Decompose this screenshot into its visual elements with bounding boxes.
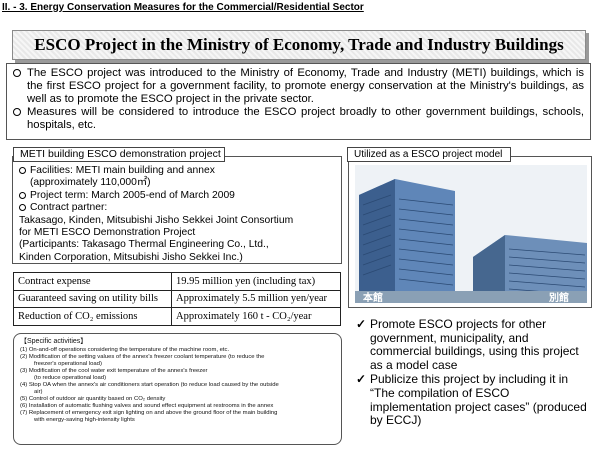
annex-caption: 別館: [549, 293, 569, 304]
intro-text: The ESCO project was introduced to the M…: [27, 67, 584, 105]
ground: [355, 291, 587, 303]
intro-box: The ESCO project was introduced to the M…: [6, 63, 591, 140]
demo-project-box: Facilities: METI main building and annex…: [12, 156, 342, 264]
specific-activities-box: 【Specific activities】 (1) On-and-off ope…: [13, 333, 342, 445]
intro-text: Measures will be considered to introduce…: [27, 106, 584, 131]
facilities-text: Facilities: METI main building and annex: [30, 165, 215, 176]
activity-line: (7) Replacement of emergency exit sign l…: [20, 410, 278, 416]
annex-building-side: [473, 235, 505, 303]
row-label: Guaranteed saving on utility bills: [13, 289, 172, 308]
project-term: Project term: March 2005-end of March 20…: [30, 189, 235, 201]
row-value: Approximately 5.5 million yen/year: [171, 289, 341, 308]
activity-line: (3) Modification of the cool water exit …: [20, 368, 208, 374]
model-photo-box: 本館 別館: [348, 156, 592, 308]
row-value: Approximately 160 t - CO₂/year: [171, 307, 341, 326]
activity-line: freezer's operational load): [34, 361, 102, 367]
demo-item: Contract partner:: [19, 202, 337, 214]
benefit-item: ✓ Publicize this project by including it…: [356, 373, 592, 427]
main-building-caption: 本館: [363, 293, 383, 304]
activity-line: air): [34, 389, 43, 395]
table-row: Reduction of CO₂ emissions Approximately…: [13, 307, 341, 326]
check-icon: ✓: [356, 372, 367, 387]
model-label: Utilized as a ESCO project model: [347, 147, 511, 162]
circle-bullet-icon: [19, 204, 26, 212]
partner-line: Kinden Corporation, Mitsubishi Jisho Sek…: [19, 251, 243, 263]
circle-bullet-icon: [19, 167, 26, 174]
partner-line: Takasago, Kinden, Mitsubishi Jisho Sekke…: [19, 214, 294, 226]
activity-line: (1) On-and-off operations considering th…: [20, 347, 230, 353]
row-label: Contract expense: [13, 272, 172, 291]
main-building-side: [359, 179, 395, 303]
activities-title: 【Specific activities】: [20, 338, 88, 345]
section-header: II. - 3. Energy Conservation Measures fo…: [2, 2, 364, 13]
demo-project-label: METI building ESCO demonstration project: [13, 147, 225, 162]
circle-bullet-icon: [19, 191, 26, 199]
main-building-windows: [362, 194, 454, 286]
row-value: 19.95 million yen (including tax): [171, 272, 341, 291]
partner-line: for METI ESCO Demonstration Project: [19, 227, 196, 239]
demo-item: Facilities: METI main building and annex: [19, 165, 337, 177]
activity-line: (6) Installation of automatic flushing v…: [20, 403, 274, 409]
benefit-text: Publicize this project by including it i…: [370, 372, 587, 428]
circle-bullet-icon: [13, 108, 21, 116]
activity-line: (4) Stop OA when the annex's air conditi…: [20, 382, 279, 388]
activity-line: (2) Modification of the setting values o…: [20, 354, 265, 360]
activity-line: with energy-saving high-intensity lights: [34, 417, 135, 423]
partner-heading: Contract partner:: [30, 202, 108, 214]
partner-line: (Participants: Takasago Thermal Engineer…: [19, 239, 269, 251]
circle-bullet-icon: [13, 69, 21, 77]
building-photo: [355, 165, 587, 303]
intro-item: The ESCO project was introduced to the M…: [13, 67, 584, 106]
benefits-list: ✓ Promote ESCO projects for other govern…: [356, 317, 592, 429]
page-title: ESCO Project in the Ministry of Economy,…: [12, 30, 586, 60]
facilities-area: (approximately 110,000㎡): [30, 177, 151, 189]
activity-line: (5) Control of outdoor air quantity base…: [20, 396, 166, 402]
intro-item: Measures will be considered to introduce…: [13, 106, 584, 132]
project-figures-table: Contract expense 19.95 million yen (incl…: [13, 272, 341, 326]
benefit-item: ✓ Promote ESCO projects for other govern…: [356, 317, 592, 372]
table-row: Guaranteed saving on utility bills Appro…: [13, 289, 341, 308]
demo-item: Project term: March 2005-end of March 20…: [19, 190, 337, 202]
check-icon: ✓: [356, 317, 367, 331]
table-row: Contract expense 19.95 million yen (incl…: [13, 272, 341, 291]
benefit-text: Promote ESCO projects for other governme…: [370, 317, 579, 372]
row-label: Reduction of CO₂ emissions: [13, 307, 172, 326]
activity-line: (to reduce operational load): [34, 375, 107, 381]
